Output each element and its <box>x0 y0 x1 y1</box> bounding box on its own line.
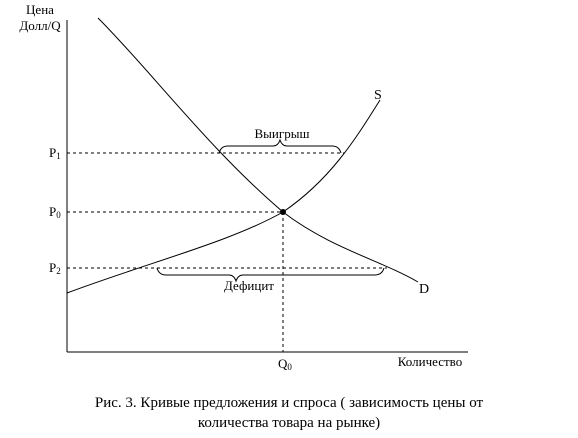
q0-label: Q0 <box>278 356 292 372</box>
y-axis-label-line2: Долл/Q <box>19 18 61 33</box>
x-axis-label: Количество <box>398 354 462 369</box>
demand-curve <box>97 17 419 283</box>
surplus-brace <box>218 138 342 154</box>
p1-label: P1 <box>49 145 61 161</box>
equilibrium-point <box>280 209 286 215</box>
y-axis-label-line1: Цена <box>26 2 54 17</box>
deficit-brace <box>156 267 385 283</box>
supply-curve-label: S <box>374 88 382 103</box>
figure-caption-line-1: Рис. 3. Кривые предложения и спроса ( за… <box>94 395 484 411</box>
p2-label: P2 <box>49 260 61 276</box>
p0-label: P0 <box>49 204 61 220</box>
surplus-label: Выигрыш <box>255 126 310 141</box>
deficit-label: Дефицит <box>224 278 274 293</box>
demand-curve-label: D <box>419 282 429 297</box>
figure-caption-line-2: количества товара на рынке) <box>197 415 381 431</box>
supply-curve <box>66 99 381 294</box>
